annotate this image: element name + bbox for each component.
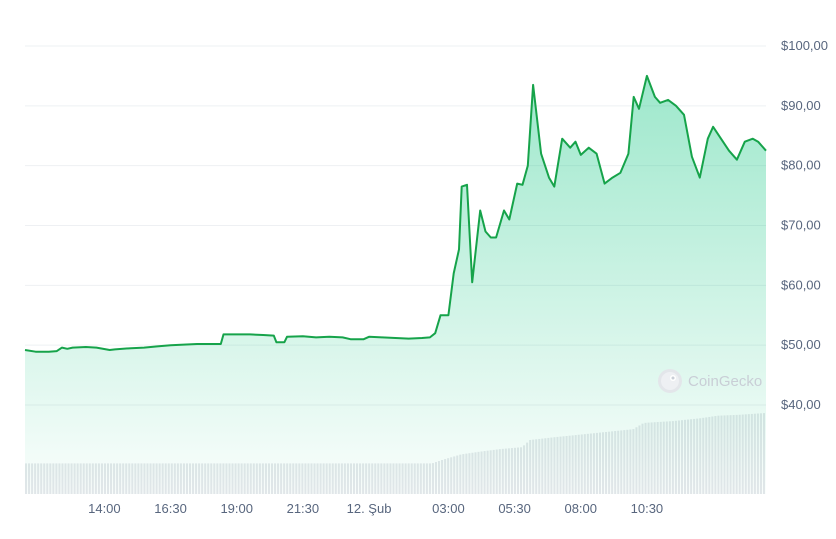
price-area	[25, 75, 766, 495]
y-tick-label: $100,00	[781, 38, 828, 53]
y-tick-label: $40,00	[781, 397, 821, 412]
x-tick-label: 21:30	[287, 501, 320, 516]
price-line	[24, 74, 767, 353]
x-axis-ticks: 14:00 16:30 19:00 21:30 12. Şub 03:00 05:30 08:…	[88, 501, 663, 516]
x-tick-label: 16:30	[154, 501, 187, 516]
x-tick-label: 08:00	[564, 501, 597, 516]
price-area-fill	[25, 75, 766, 495]
y-axis-ticks: $40,00 $50,00 $60,00 $70,00 $80,00 $90,00 $100…	[781, 38, 828, 412]
x-tick-label: 03:00	[432, 501, 465, 516]
x-tick-label: 10:30	[631, 501, 664, 516]
x-tick-label: 19:00	[220, 501, 253, 516]
y-tick-label: $70,00	[781, 218, 821, 233]
y-tick-label: $60,00	[781, 277, 821, 292]
watermark-text: CoinGecko	[688, 373, 762, 390]
chart-grid	[25, 45, 766, 406]
watermark: CoinGecko	[658, 369, 762, 393]
coingecko-logo-icon	[658, 369, 682, 393]
y-tick-label: $80,00	[781, 158, 821, 173]
y-tick-label: $50,00	[781, 337, 821, 352]
x-tick-label: 12. Şub	[347, 501, 392, 516]
x-tick-label: 14:00	[88, 501, 121, 516]
price-line-layer	[24, 74, 767, 353]
x-tick-label: 05:30	[498, 501, 531, 516]
y-tick-label: $90,00	[781, 98, 821, 113]
